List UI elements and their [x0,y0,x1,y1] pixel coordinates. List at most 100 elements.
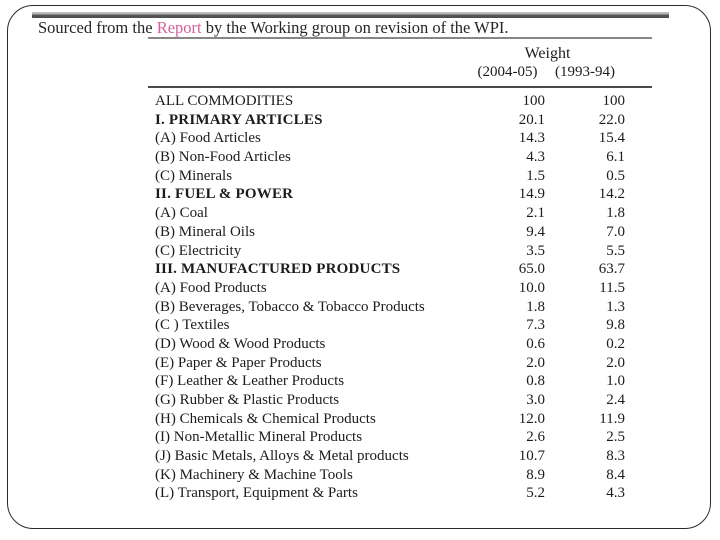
weight-2004-05: 14.3 [518,130,545,147]
weight-1993-94: 8.3 [606,448,625,465]
row-label: (A) Food Articles [155,130,261,147]
table-row: (C) Minerals 1.5 0.5 [148,167,652,186]
row-label: (C) Minerals [155,167,233,184]
weight-2004-05: 1.5 [526,167,545,184]
row-label: (B) Beverages, Tobacco & Tobacco Product… [155,298,425,315]
caption-prefix: Sourced from the [38,18,157,37]
weight-1993-94: 1.8 [606,205,625,222]
weight-1993-94: 6.1 [606,149,625,166]
table-row: I. PRIMARY ARTICLES 20.1 22.0 [148,111,652,130]
weight-2004-05: 2.0 [526,354,545,371]
weight-1993-94: 14.2 [598,186,625,203]
weight-1993-94: 0.5 [606,167,625,184]
header-col-1993-94: (1993-94) [555,64,615,80]
row-label: (D) Wood & Wood Products [155,335,326,352]
row-label: (I) Non-Metallic Mineral Products [155,429,363,446]
row-label: (H) Chemicals & Chemical Products [155,410,376,427]
weight-1993-94: 4.3 [606,485,625,502]
weight-2004-05: 100 [522,93,546,109]
caption-suffix: by the Working group on revision of the … [201,18,509,37]
weight-2004-05: 9.4 [526,223,545,240]
weight-2004-05: 8.9 [526,466,545,483]
weight-2004-05: 0.6 [526,335,545,352]
table-row: (L) Transport, Equipment & Parts 5.2 4.3 [148,484,652,503]
weight-1993-94: 9.8 [606,317,625,334]
row-label: (L) Transport, Equipment & Parts [155,485,358,502]
table-row: (B) Non-Food Articles 4.3 6.1 [148,148,652,167]
row-label: (E) Paper & Paper Products [155,354,322,371]
table-row: (G) Rubber & Plastic Products 3.0 2.4 [148,391,652,410]
table-row: (E) Paper & Paper Products 2.0 2.0 [148,354,652,373]
weight-1993-94: 63.7 [598,261,625,278]
weight-1993-94: 100 [602,93,626,109]
weight-1993-94: 1.3 [606,298,625,315]
table-row: (A) Food Articles 14.3 15.4 [148,129,652,148]
weight-1993-94: 0.2 [606,335,625,352]
row-label: (F) Leather & Leather Products [155,373,345,390]
row-label: (J) Basic Metals, Alloys & Metal product… [155,448,409,465]
row-label: (B) Non-Food Articles [155,149,291,166]
row-label: (C ) Textiles [155,317,230,334]
weight-2004-05: 1.8 [526,298,545,315]
weight-2004-05: 4.3 [526,149,545,166]
row-label: (A) Food Products [155,279,267,296]
table-body: ALL COMMODITIES 100 100 I. PRIMARY ARTIC… [148,88,652,503]
weight-1993-94: 2.0 [606,354,625,371]
row-label: III. MANUFACTURED PRODUCTS [155,261,401,278]
table-row: (H) Chemicals & Chemical Products 12.0 1… [148,410,652,429]
weight-2004-05: 14.9 [518,186,545,203]
weight-2004-05: 12.0 [518,410,545,427]
table-row: III. MANUFACTURED PRODUCTS 65.0 63.7 [148,260,652,279]
table-row: (A) Coal 2.1 1.8 [148,204,652,223]
weight-1993-94: 2.5 [606,429,625,446]
table-row: (A) Food Products 10.0 11.5 [148,279,652,298]
weight-2004-05: 10.7 [518,448,545,465]
row-label: (C) Electricity [155,242,242,259]
table-row: (B) Mineral Oils 9.4 7.0 [148,223,652,242]
weight-2004-05: 7.3 [526,317,545,334]
weight-1993-94: 8.4 [606,466,625,483]
table-row: (K) Machinery & Machine Tools 8.9 8.4 [148,466,652,485]
table-row: II. FUEL & POWER 14.9 14.2 [148,185,652,204]
weight-1993-94: 2.4 [606,392,625,408]
table-row: (F) Leather & Leather Products 0.8 1.0 [148,372,652,391]
weight-1993-94: 7.0 [606,223,625,240]
row-label: (B) Mineral Oils [155,223,255,240]
weight-2004-05: 10.0 [518,279,545,296]
weight-2004-05: 65.0 [518,261,545,278]
weight-2004-05: 3.0 [526,392,545,408]
header-col-2004-05: (2004-05) [477,64,538,80]
table-row: (C ) Textiles 7.3 9.8 [148,316,652,335]
slide-border [7,5,711,529]
weight-2004-05: 0.8 [526,373,545,390]
weight-2004-05: 2.1 [526,205,545,222]
weight-1993-94: 11.9 [599,410,625,427]
table-row: (C) Electricity 3.5 5.5 [148,242,652,261]
weight-2004-05: 20.1 [518,111,545,128]
weight-2004-05: 3.5 [526,242,545,259]
weight-1993-94: 15.4 [598,130,625,147]
weight-2004-05: 5.2 [526,485,545,502]
row-label: ALL COMMODITIES [155,93,294,109]
table-header: Weight (2004-05) (1993-94) [148,37,652,88]
weight-1993-94: 22.0 [598,111,625,128]
report-link[interactable]: Report [156,18,202,37]
source-caption: Sourced from the Report by the Working g… [38,17,509,39]
header-weight-group: Weight [524,45,571,62]
weight-1993-94: 5.5 [606,242,625,259]
top-divider-bar [32,12,669,18]
table-row: (I) Non-Metallic Mineral Products 2.6 2.… [148,428,652,447]
weight-2004-05: 2.6 [526,429,545,446]
weight-1993-94: 11.5 [599,279,625,296]
row-label: (G) Rubber & Plastic Products [155,392,340,408]
weights-table: Weight (2004-05) (1993-94) ALL COMMODITI… [148,37,652,503]
row-label: I. PRIMARY ARTICLES [155,111,323,128]
row-label: (K) Machinery & Machine Tools [155,466,353,483]
table-row: (D) Wood & Wood Products 0.6 0.2 [148,335,652,354]
weight-1993-94: 1.0 [606,373,625,390]
table-row: (J) Basic Metals, Alloys & Metal product… [148,447,652,466]
row-label: II. FUEL & POWER [155,186,294,203]
row-label: (A) Coal [155,205,208,222]
table-row: (B) Beverages, Tobacco & Tobacco Product… [148,298,652,317]
table-row: ALL COMMODITIES 100 100 [148,92,652,111]
